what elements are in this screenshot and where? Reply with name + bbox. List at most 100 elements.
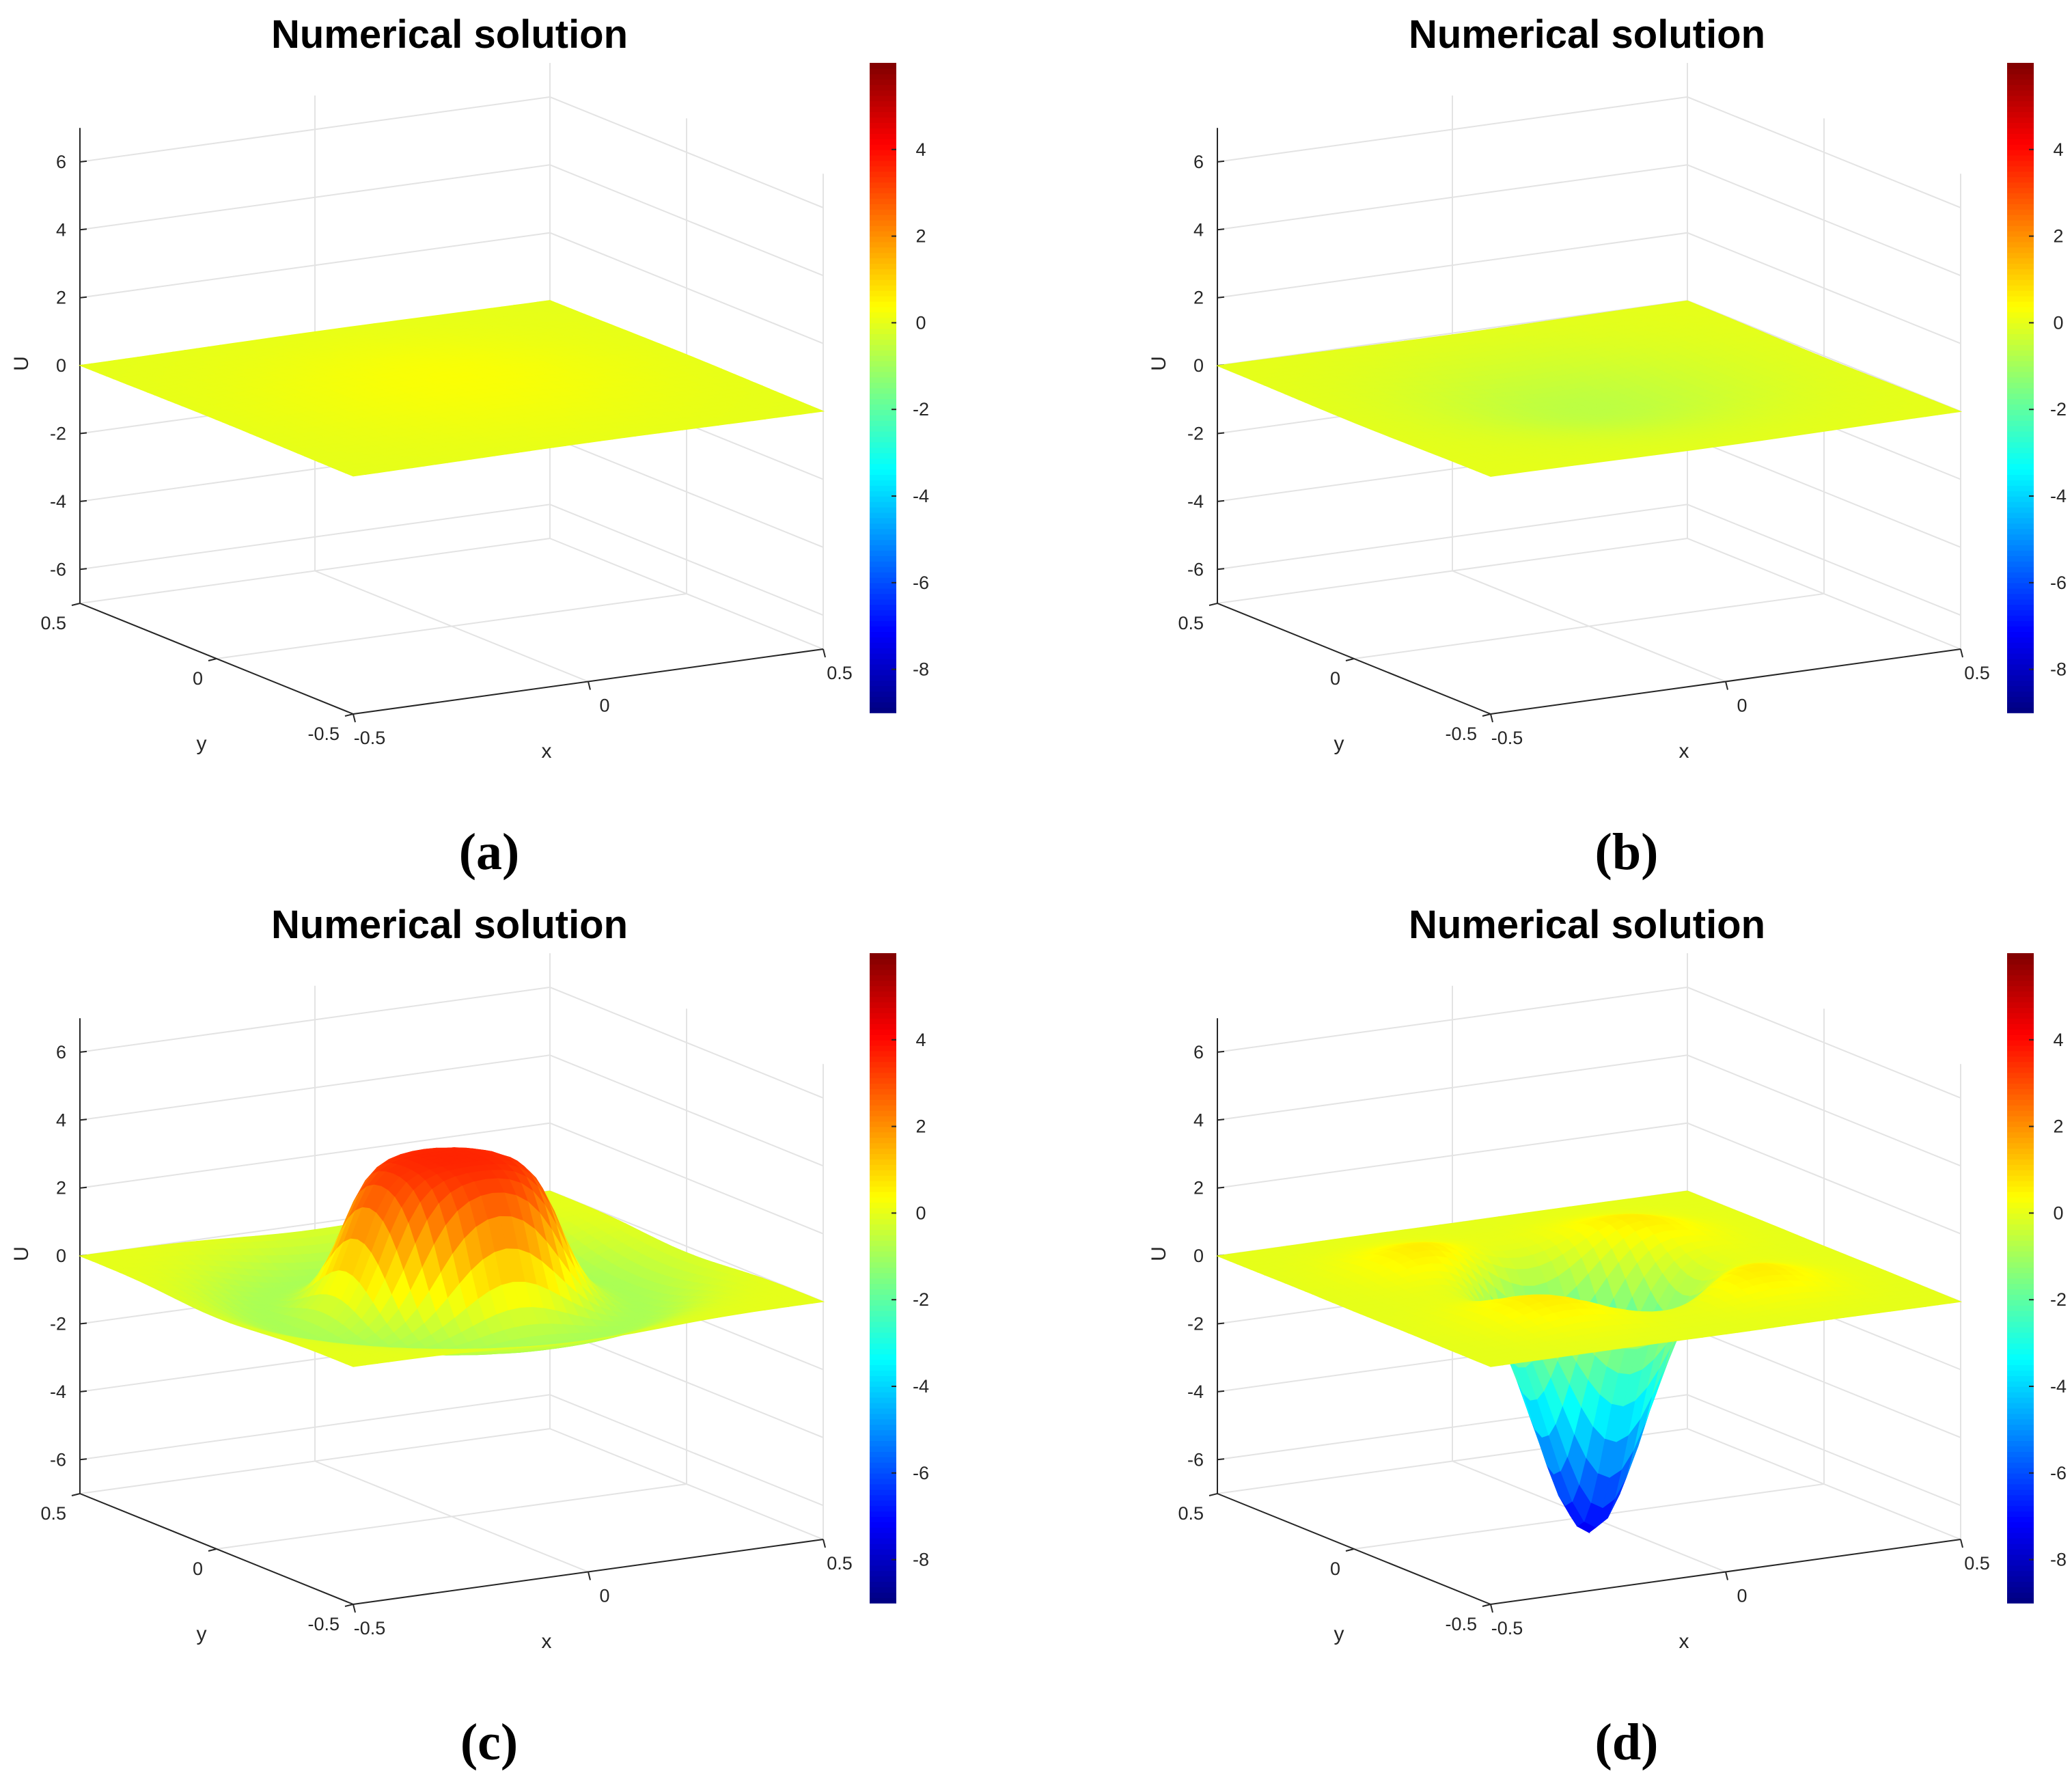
colorbar-segment [870, 95, 896, 102]
colorbar-tick-label: -4 [2050, 486, 2067, 506]
colorbar-segment [870, 376, 896, 383]
colorbar-segment [870, 398, 896, 405]
y-tick-label: 0.5 [1178, 613, 1204, 633]
colorbar-segment [2007, 447, 2034, 454]
colorbar-segment [2007, 328, 2034, 335]
colorbar-segment [2007, 258, 2034, 264]
colorbar-segment [2007, 198, 2034, 204]
colorbar-segment [870, 193, 896, 199]
z-tick-label: 4 [56, 219, 66, 240]
colorbar-segment [2007, 219, 2034, 226]
colorbar-segment [870, 122, 896, 128]
colorbar-segment [870, 707, 896, 713]
z-tick [79, 432, 87, 435]
colorbar-segment [870, 241, 896, 248]
colorbar-segment [870, 469, 896, 476]
x-tick [823, 1539, 826, 1548]
colorbar-segment [870, 339, 896, 345]
z-tick [1217, 432, 1225, 435]
colorbar-segment [2007, 333, 2034, 340]
colorbar-segment [870, 154, 896, 161]
grid-line-y-floor [1353, 593, 1825, 659]
y-tick-label: -0.5 [1445, 724, 1477, 744]
x-tick-label: 0.5 [827, 1553, 853, 1574]
x-tick [353, 1604, 356, 1613]
colorbar-segment [2007, 642, 2034, 648]
y-tick [1208, 603, 1218, 606]
z-tick [79, 228, 87, 231]
z-tick [79, 499, 87, 502]
z-tick [79, 1322, 87, 1325]
colorbar-segment [870, 702, 896, 708]
colorbar-segment [2007, 128, 2034, 134]
y-tick-label: 0.5 [40, 613, 66, 633]
colorbar-segment [2007, 696, 2034, 702]
colorbar-segment [870, 79, 896, 85]
z-tick-label: 0 [56, 355, 66, 376]
colorbar-segment [2007, 366, 2034, 372]
grid-line-z [79, 96, 824, 208]
z-tick-label: 2 [1193, 288, 1204, 308]
colorbar-segment [870, 485, 896, 491]
x-tick-label: 0 [599, 696, 609, 716]
chart-title: Numerical solution [1409, 12, 1765, 57]
z-axis-label: U [10, 1246, 33, 1261]
colorbar-segment [870, 247, 896, 253]
z-tick [1217, 160, 1225, 163]
colorbar-segment [2007, 458, 2034, 465]
z-tick-label: -2 [50, 1314, 66, 1334]
colorbar-segment [870, 382, 896, 389]
colorbar-segment [870, 545, 896, 551]
grid-line-z [79, 164, 824, 277]
colorbar-segment [870, 160, 896, 167]
colorbar-segment [2007, 149, 2034, 156]
colorbar-segment [2007, 441, 2034, 448]
y-tick [208, 658, 217, 661]
z-tick-label: -2 [1187, 424, 1204, 444]
surface-b [1215, 300, 1963, 477]
colorbar-segment [2007, 252, 2034, 259]
y-tick [71, 1493, 81, 1496]
colorbar-segment [870, 187, 896, 193]
colorbar-segment [2007, 171, 2034, 178]
x-axis-label: x [1679, 740, 1689, 763]
grid-line-z [79, 1394, 824, 1507]
colorbar-segment [2007, 599, 2034, 605]
z-tick [79, 1119, 87, 1121]
colorbar-segment [870, 290, 896, 297]
colorbar-segment [870, 252, 896, 259]
colorbar-segment [2007, 620, 2034, 627]
colorbar-segment [870, 474, 896, 481]
colorbar-segment [2007, 193, 2034, 199]
z-tick-label: -6 [50, 559, 66, 579]
colorbar-segment [2007, 90, 2034, 96]
colorbar-segment [2007, 100, 2034, 107]
z-tick-label: -2 [50, 424, 66, 444]
z-tick-label: -4 [50, 491, 66, 512]
x-tick [353, 713, 356, 723]
colorbar-segment [870, 534, 896, 540]
colorbar-segment [870, 306, 896, 313]
colorbar-segment [870, 344, 896, 351]
colorbar-segment [2007, 84, 2034, 91]
colorbar-segment [2007, 469, 2034, 476]
colorbar-segment [870, 496, 896, 502]
colorbar-segment [2007, 176, 2034, 183]
chart-title: Numerical solution [271, 12, 628, 57]
colorbar-segment [870, 539, 896, 546]
colorbar-segment [2007, 501, 2034, 508]
colorbar-segment [870, 436, 896, 443]
colorbar-segment [870, 111, 896, 118]
colorbar-segment [870, 458, 896, 465]
colorbar-segment [870, 106, 896, 113]
colorbar-segment [2007, 339, 2034, 345]
colorbar-segment [2007, 73, 2034, 80]
colorbar-segment [870, 350, 896, 356]
colorbar-segment [870, 441, 896, 448]
y-tick [71, 603, 81, 606]
x-tick [823, 648, 826, 658]
colorbar-tick-label: 4 [2053, 139, 2063, 160]
